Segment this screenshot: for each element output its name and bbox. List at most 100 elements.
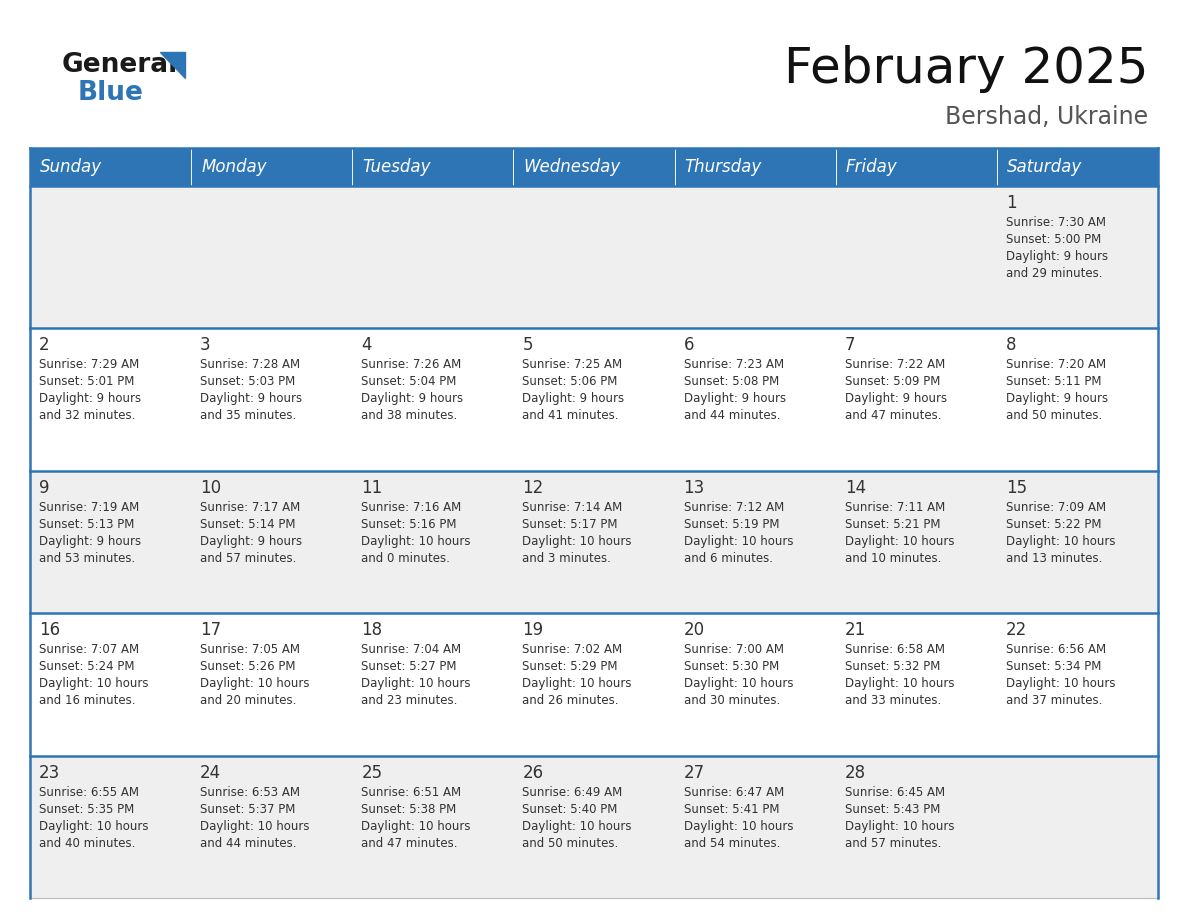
Text: Sunday: Sunday <box>40 158 102 176</box>
Text: Daylight: 10 hours: Daylight: 10 hours <box>361 677 470 690</box>
Text: Daylight: 10 hours: Daylight: 10 hours <box>1006 535 1116 548</box>
Bar <box>30 471 1158 613</box>
Text: Sunrise: 7:22 AM: Sunrise: 7:22 AM <box>845 358 944 372</box>
Text: 7: 7 <box>845 336 855 354</box>
Text: Sunset: 5:08 PM: Sunset: 5:08 PM <box>683 375 779 388</box>
Text: Sunset: 5:34 PM: Sunset: 5:34 PM <box>1006 660 1101 673</box>
Text: and 57 minutes.: and 57 minutes. <box>845 836 941 849</box>
Text: Sunset: 5:01 PM: Sunset: 5:01 PM <box>39 375 134 388</box>
Text: Sunrise: 6:55 AM: Sunrise: 6:55 AM <box>39 786 139 799</box>
Text: Sunset: 5:06 PM: Sunset: 5:06 PM <box>523 375 618 388</box>
Text: Daylight: 10 hours: Daylight: 10 hours <box>683 535 794 548</box>
Text: Daylight: 9 hours: Daylight: 9 hours <box>39 392 141 406</box>
Text: 3: 3 <box>200 336 210 354</box>
Text: 15: 15 <box>1006 479 1026 497</box>
Text: and 23 minutes.: and 23 minutes. <box>361 694 457 707</box>
Text: Sunrise: 7:02 AM: Sunrise: 7:02 AM <box>523 644 623 656</box>
Text: Daylight: 10 hours: Daylight: 10 hours <box>523 535 632 548</box>
Text: Sunrise: 6:51 AM: Sunrise: 6:51 AM <box>361 786 461 799</box>
Text: Sunrise: 7:28 AM: Sunrise: 7:28 AM <box>200 358 301 372</box>
Bar <box>353 148 513 186</box>
Text: 24: 24 <box>200 764 221 781</box>
Text: Sunset: 5:30 PM: Sunset: 5:30 PM <box>683 660 779 673</box>
Text: Daylight: 9 hours: Daylight: 9 hours <box>361 392 463 406</box>
Text: Sunset: 5:00 PM: Sunset: 5:00 PM <box>1006 233 1101 246</box>
Text: and 37 minutes.: and 37 minutes. <box>1006 694 1102 707</box>
Text: Daylight: 10 hours: Daylight: 10 hours <box>523 820 632 833</box>
Text: and 20 minutes.: and 20 minutes. <box>200 694 297 707</box>
Text: and 30 minutes.: and 30 minutes. <box>683 694 779 707</box>
Text: Daylight: 9 hours: Daylight: 9 hours <box>1006 250 1108 263</box>
Text: 6: 6 <box>683 336 694 354</box>
Text: Sunrise: 7:09 AM: Sunrise: 7:09 AM <box>1006 501 1106 514</box>
Text: 8: 8 <box>1006 336 1017 354</box>
Text: and 32 minutes.: and 32 minutes. <box>39 409 135 422</box>
Text: Daylight: 10 hours: Daylight: 10 hours <box>39 677 148 690</box>
Text: Daylight: 10 hours: Daylight: 10 hours <box>845 677 954 690</box>
Text: Daylight: 10 hours: Daylight: 10 hours <box>683 820 794 833</box>
Text: Sunrise: 7:00 AM: Sunrise: 7:00 AM <box>683 644 784 656</box>
Text: and 16 minutes.: and 16 minutes. <box>39 694 135 707</box>
Text: 21: 21 <box>845 621 866 639</box>
Text: Saturday: Saturday <box>1007 158 1082 176</box>
Text: and 40 minutes.: and 40 minutes. <box>39 836 135 849</box>
Bar <box>675 148 835 186</box>
Text: Sunset: 5:11 PM: Sunset: 5:11 PM <box>1006 375 1101 388</box>
Text: Wednesday: Wednesday <box>524 158 620 176</box>
Text: and 10 minutes.: and 10 minutes. <box>845 552 941 565</box>
Text: 12: 12 <box>523 479 544 497</box>
Text: 2: 2 <box>39 336 50 354</box>
Text: General: General <box>62 52 178 78</box>
Text: Sunset: 5:40 PM: Sunset: 5:40 PM <box>523 802 618 815</box>
Text: Tuesday: Tuesday <box>362 158 431 176</box>
Text: Daylight: 10 hours: Daylight: 10 hours <box>200 677 310 690</box>
Text: 13: 13 <box>683 479 704 497</box>
Text: Daylight: 9 hours: Daylight: 9 hours <box>200 392 302 406</box>
Text: Sunrise: 7:05 AM: Sunrise: 7:05 AM <box>200 644 301 656</box>
Text: and 33 minutes.: and 33 minutes. <box>845 694 941 707</box>
Text: Daylight: 10 hours: Daylight: 10 hours <box>845 535 954 548</box>
Text: Sunrise: 6:49 AM: Sunrise: 6:49 AM <box>523 786 623 799</box>
Text: Sunset: 5:41 PM: Sunset: 5:41 PM <box>683 802 779 815</box>
Text: Daylight: 9 hours: Daylight: 9 hours <box>1006 392 1108 406</box>
Text: Daylight: 10 hours: Daylight: 10 hours <box>523 677 632 690</box>
Text: Daylight: 10 hours: Daylight: 10 hours <box>683 677 794 690</box>
Bar <box>997 148 1158 186</box>
Bar <box>30 186 1158 329</box>
Text: Sunrise: 6:58 AM: Sunrise: 6:58 AM <box>845 644 944 656</box>
Text: Daylight: 9 hours: Daylight: 9 hours <box>39 535 141 548</box>
Text: Sunrise: 7:25 AM: Sunrise: 7:25 AM <box>523 358 623 372</box>
Text: 23: 23 <box>39 764 61 781</box>
Text: and 54 minutes.: and 54 minutes. <box>683 836 781 849</box>
Text: 26: 26 <box>523 764 544 781</box>
Text: and 44 minutes.: and 44 minutes. <box>683 409 781 422</box>
Text: Bershad, Ukraine: Bershad, Ukraine <box>944 105 1148 129</box>
Text: Sunrise: 7:14 AM: Sunrise: 7:14 AM <box>523 501 623 514</box>
Text: February 2025: February 2025 <box>784 45 1148 93</box>
Text: and 50 minutes.: and 50 minutes. <box>1006 409 1102 422</box>
Text: and 0 minutes.: and 0 minutes. <box>361 552 450 565</box>
Text: Sunset: 5:27 PM: Sunset: 5:27 PM <box>361 660 456 673</box>
Text: and 44 minutes.: and 44 minutes. <box>200 836 297 849</box>
Text: Sunset: 5:14 PM: Sunset: 5:14 PM <box>200 518 296 531</box>
Text: and 29 minutes.: and 29 minutes. <box>1006 267 1102 280</box>
Text: 19: 19 <box>523 621 544 639</box>
Text: Sunset: 5:17 PM: Sunset: 5:17 PM <box>523 518 618 531</box>
Text: Friday: Friday <box>846 158 897 176</box>
Text: Sunrise: 7:16 AM: Sunrise: 7:16 AM <box>361 501 461 514</box>
Text: Sunset: 5:16 PM: Sunset: 5:16 PM <box>361 518 456 531</box>
Text: and 35 minutes.: and 35 minutes. <box>200 409 296 422</box>
Text: Sunrise: 7:11 AM: Sunrise: 7:11 AM <box>845 501 944 514</box>
Text: Sunrise: 7:19 AM: Sunrise: 7:19 AM <box>39 501 139 514</box>
Text: 4: 4 <box>361 336 372 354</box>
Text: Daylight: 9 hours: Daylight: 9 hours <box>200 535 302 548</box>
Text: 16: 16 <box>39 621 61 639</box>
Text: and 26 minutes.: and 26 minutes. <box>523 694 619 707</box>
Text: 27: 27 <box>683 764 704 781</box>
Text: Sunset: 5:29 PM: Sunset: 5:29 PM <box>523 660 618 673</box>
Bar <box>30 148 191 186</box>
Text: Sunset: 5:26 PM: Sunset: 5:26 PM <box>200 660 296 673</box>
Text: and 53 minutes.: and 53 minutes. <box>39 552 135 565</box>
Text: Sunrise: 6:45 AM: Sunrise: 6:45 AM <box>845 786 944 799</box>
Text: 14: 14 <box>845 479 866 497</box>
